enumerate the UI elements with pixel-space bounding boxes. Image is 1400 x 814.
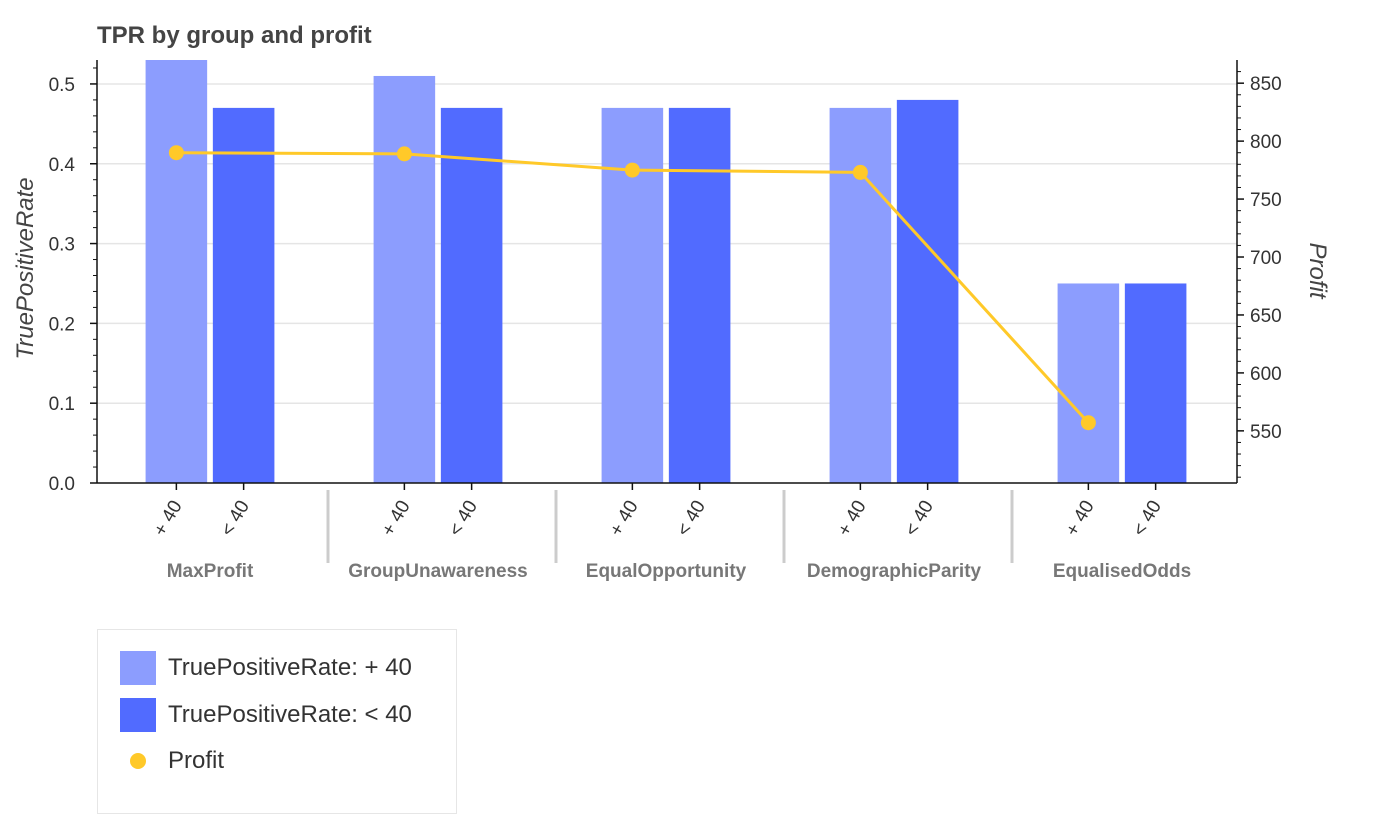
y-tick-label: 0.2 [49, 314, 75, 335]
legend-label: TruePositiveRate: < 40 [168, 701, 412, 728]
bar-equalisedodds-plus40 [1057, 283, 1120, 483]
y-tick-label: 0.1 [49, 394, 75, 415]
x-subcategory-label: + 40 [378, 497, 415, 540]
profit-point-maxprofit [168, 145, 184, 161]
profit-point-groupunawareness [396, 146, 412, 162]
y-axis-title: TruePositiveRate [12, 177, 39, 359]
profit-line-group [168, 145, 1096, 431]
x-subcategory-label: + 40 [606, 497, 643, 540]
bar-demographicparity-plus40 [829, 107, 892, 484]
legend-label: Profit [168, 747, 225, 774]
y2-axis-title: Profit [1304, 242, 1331, 299]
y2-tick-label: 750 [1250, 190, 1282, 211]
axes: 0.0 0.1 0.2 0.3 0.4 0.5 550 600 650 700 750 800 850 [49, 60, 1282, 495]
x-group-label-equalopportunity: EqualOpportunity [586, 561, 747, 582]
chart-title: TPR by group and profit [97, 22, 372, 49]
y2-tick-label: 600 [1250, 364, 1282, 385]
profit-point-equalisedodds [1080, 415, 1096, 431]
legend-item-profit: Profit [120, 743, 224, 779]
legend-swatch-tpr-plus40 [120, 651, 156, 685]
y2-tick-label: 550 [1250, 422, 1282, 443]
legend: TruePositiveRate: + 40 TruePositiveRate:… [97, 629, 457, 814]
legend-item-tpr-under40: TruePositiveRate: < 40 [120, 697, 412, 733]
legend-item-tpr-plus40: TruePositiveRate: + 40 [120, 650, 412, 686]
y-tick-label: 0.4 [49, 155, 76, 176]
x-group-label-demographicparity: DemographicParity [807, 561, 982, 582]
y2-tick-label: 650 [1250, 306, 1282, 327]
y2-tick-label: 700 [1250, 248, 1282, 269]
bar-maxprofit-under40 [212, 107, 275, 484]
bar-equalopportunity-under40 [668, 107, 731, 484]
legend-dot-profit [130, 753, 146, 769]
x-subcategory-label: < 40 [901, 497, 938, 540]
y-tick-label: 0.5 [49, 75, 75, 96]
bar-groupunawareness-under40 [440, 107, 503, 484]
y2-tick-label: 800 [1250, 132, 1282, 153]
x-subcategory-label: + 40 [150, 497, 187, 540]
x-group-label-equalisedodds: EqualisedOdds [1053, 561, 1191, 582]
x-subcategory-label: + 40 [834, 497, 871, 540]
x-subcategory-label: < 40 [217, 497, 254, 540]
legend-swatch-tpr-under40 [120, 698, 156, 732]
gridlines [97, 83, 1237, 404]
bar-groupunawareness-plus40 [373, 75, 436, 483]
x-subcategory-label: + 40 [1062, 497, 1099, 540]
x-group-label-groupunawareness: GroupUnawareness [348, 561, 528, 582]
x-subcategory-label: < 40 [1129, 497, 1166, 540]
x-subcategory-label: < 40 [445, 497, 482, 540]
y-tick-label: 0.3 [49, 235, 75, 256]
profit-point-equalopportunity [624, 162, 640, 178]
y-tick-label: 0.0 [49, 474, 75, 495]
profit-point-demographicparity [852, 164, 868, 180]
legend-label: TruePositiveRate: + 40 [168, 654, 412, 681]
x-subcategory-label: < 40 [673, 497, 710, 540]
y2-tick-label: 850 [1250, 74, 1282, 95]
bar-equalisedodds-under40 [1124, 283, 1187, 483]
bar-maxprofit-plus40 [145, 60, 208, 483]
x-axis-labels: + 40 < 40 MaxProfit + 40 < 40 GroupUnawarenes… [150, 490, 1191, 582]
bar-demographicparity-under40 [896, 99, 959, 483]
x-group-label-maxprofit: MaxProfit [167, 561, 254, 582]
bars [145, 60, 1187, 484]
